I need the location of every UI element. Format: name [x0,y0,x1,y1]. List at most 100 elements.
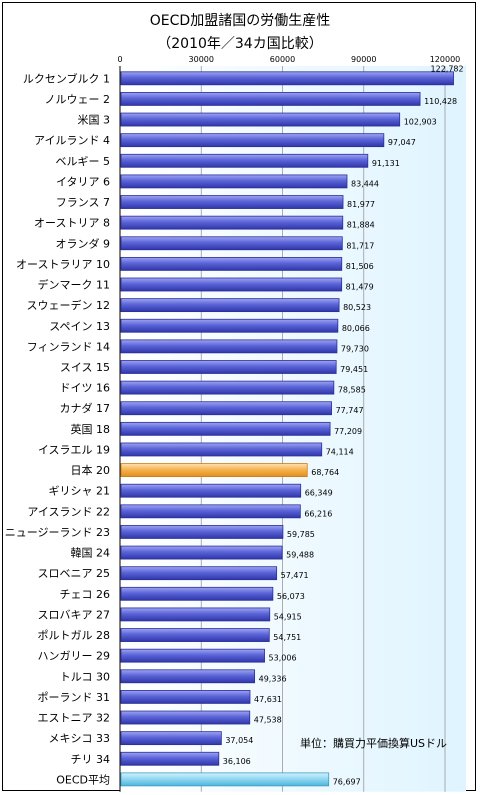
bar [120,236,343,251]
category-label: OECD平均 [56,773,110,786]
bar [120,442,323,457]
data-label: 37,054 [225,736,253,745]
data-label: 77,209 [334,427,362,436]
bar [120,112,401,127]
bar [120,772,330,787]
data-label: 74,114 [326,447,354,456]
bar [120,731,222,746]
category-label: フランス 7 [56,196,110,209]
bar [120,421,331,436]
category-label: フィンランド 14 [27,340,110,353]
category-label: アイルランド 4 [34,134,110,147]
x-axis-ticks: 0 30000 60000 90000 120000 [117,55,460,64]
data-label: 97,047 [388,138,416,147]
data-label: 49,336 [259,674,287,683]
bar [120,133,385,148]
category-label: オランダ 9 [56,236,111,250]
category-labels: ルクセンブルク 1 ノルウェー 2 米国 3 アイルランド 4 ベルギー 5 イタリア 6… [5,71,110,786]
category-label: スイス 15 [60,361,110,374]
bar [120,690,251,704]
bar [120,607,271,622]
category-label: チェコ 26 [60,588,111,601]
bar [120,277,343,292]
category-label: 韓国 24 [71,547,111,560]
bar [120,545,283,560]
category-label: スウェーデン 12 [27,298,111,312]
data-label: 79,451 [340,365,368,374]
category-label: トルコ 30 [60,670,110,683]
data-label: 36,106 [223,757,251,766]
bar [120,751,220,766]
data-label: 81,977 [347,200,375,209]
bar [120,339,338,354]
tick-label: 60000 [270,55,295,64]
category-label: イスラエル 19 [38,443,110,456]
bar [120,504,301,519]
data-label: 47,538 [254,716,282,725]
bar [120,256,343,271]
unit-note: 単位：購買力平価換算USドル [300,737,448,750]
bar [120,669,256,684]
bar [120,318,339,333]
chart-title: OECD加盟諸国の労働生産性 [149,13,331,29]
data-label: 57,471 [281,571,309,580]
bar [120,195,344,209]
data-label: 79,730 [341,344,369,353]
tick-label: 120000 [430,55,461,64]
data-label: 68,764 [311,468,339,477]
category-label: ベルギー 5 [56,155,111,168]
category-label: ルクセンブルク 1 [23,71,110,85]
bar [120,360,337,374]
category-label: オーストラリア 10 [16,258,110,271]
category-label: デンマーク 11 [38,278,111,292]
category-label: スロバキア 27 [38,608,111,621]
bar [120,153,369,168]
category-label: スロベニア 25 [38,567,111,580]
data-label: 81,479 [346,283,374,292]
category-label: ハンガリー 29 [38,650,111,663]
data-label: 122,782 [431,64,464,73]
bar [120,71,454,86]
tick-label: 90000 [351,55,376,64]
category-label: アイスランド 22 [27,505,110,518]
bar [120,463,308,477]
data-label: 83,444 [351,179,379,188]
data-label: 47,631 [254,695,282,704]
category-label: チリ 34 [71,753,111,766]
data-label: 80,523 [343,303,371,312]
data-label: 80,066 [342,324,370,333]
category-label: ノルウェー 2 [45,93,111,106]
category-label: ニュージーランド 23 [5,526,110,539]
tick-label: 0 [117,55,122,64]
category-label: カナダ 17 [60,401,111,415]
bar [120,401,332,416]
tick-label: 30000 [189,55,214,64]
data-label: 66,216 [304,509,332,518]
bar [120,380,335,395]
data-label: 110,428 [424,97,457,106]
category-label: ポルトガル 28 [38,629,111,642]
bar [120,525,284,539]
category-label: ギリシャ 21 [49,485,111,498]
bar [120,483,302,498]
bar [120,215,344,230]
bar [120,92,421,106]
data-label: 59,488 [286,551,314,560]
chart-subtitle: （2010年／34カ国比較） [157,36,323,52]
data-label: 56,073 [277,592,305,601]
category-label: オーストリア 8 [34,217,110,230]
bar [120,648,265,663]
category-label: 日本 20 [71,463,111,477]
data-label: 66,349 [305,489,333,498]
bars [120,71,454,787]
category-label: 英国 18 [71,422,111,436]
bar [120,710,251,725]
data-label: 78,585 [338,386,366,395]
value-labels: 122,782 110,428 102,903 97,047 91,131 83,444 8… [223,64,464,786]
data-label: 54,751 [273,633,301,642]
category-label: 米国 3 [78,114,111,127]
data-label: 76,697 [333,777,361,786]
data-label: 91,131 [372,159,400,168]
bar [120,586,274,601]
